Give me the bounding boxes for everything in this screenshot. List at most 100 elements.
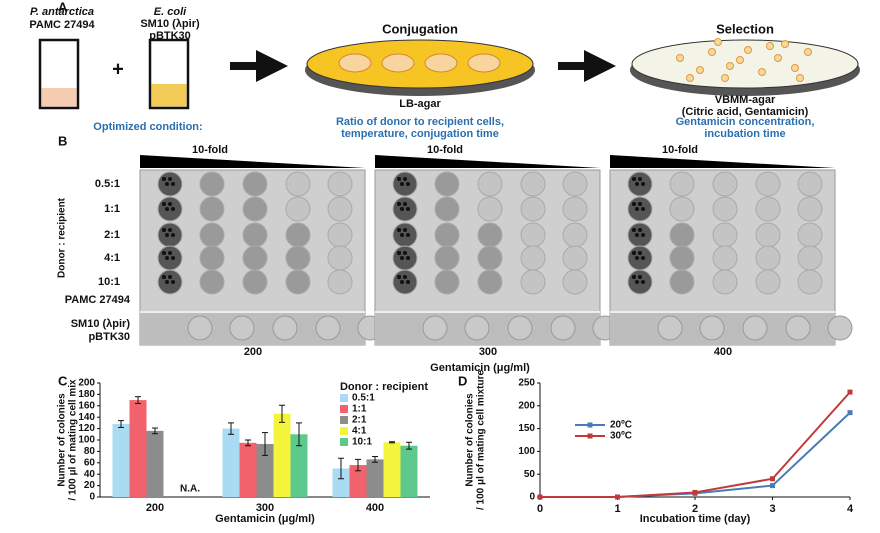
y-tick-label: 250 <box>518 378 535 389</box>
spot <box>562 171 588 197</box>
legend-label: 1:1 <box>352 404 367 415</box>
x-tick-label: 200 <box>146 502 164 514</box>
concentration-label: 200 <box>244 346 262 358</box>
spot <box>520 269 546 295</box>
x-axis-label: Gentamicin (μg/ml) <box>430 362 530 374</box>
spot <box>199 222 225 248</box>
colony-dot <box>403 202 407 206</box>
legend-swatch <box>340 427 348 435</box>
colony-dot <box>641 207 645 211</box>
annotation: N.A. <box>180 484 200 495</box>
colony <box>708 48 716 56</box>
y-tick-label: 80 <box>84 446 96 457</box>
spot <box>327 269 353 295</box>
colony <box>676 54 684 62</box>
strain-label: PAMC 27494 <box>29 19 95 31</box>
colony-dot <box>403 251 407 255</box>
y-tick-label: 100 <box>78 435 95 446</box>
spot <box>755 245 781 271</box>
spot <box>562 245 588 271</box>
x-tick-label: 4 <box>847 503 854 515</box>
colony-dot <box>171 182 175 186</box>
spot <box>285 171 311 197</box>
spot <box>477 196 503 222</box>
plate-photos: 10-fold 200 10-fold 300 10-fold 400 <box>139 144 853 358</box>
spot <box>797 196 823 222</box>
spot <box>627 269 653 295</box>
y-tick-label: 100 <box>518 446 535 457</box>
spot <box>338 53 372 73</box>
medium-label: LB-agar <box>399 98 441 110</box>
bar <box>400 445 418 497</box>
colony <box>726 62 734 70</box>
spot <box>712 171 738 197</box>
spot <box>627 245 653 271</box>
colony-dot <box>168 177 172 181</box>
spot <box>464 315 490 341</box>
colony-dot <box>165 233 169 237</box>
colony-dot <box>632 202 636 206</box>
y-tick-label: 200 <box>78 378 95 389</box>
row-label: 1:1 <box>104 203 120 215</box>
colony-dot <box>397 177 401 181</box>
y-axis-label: / 100 μl of mating cell mixture <box>476 370 487 510</box>
bar <box>383 442 401 497</box>
y-tick-label: 160 <box>78 400 95 411</box>
legend-swatch <box>340 394 348 402</box>
colony-dot <box>168 202 172 206</box>
spot <box>755 196 781 222</box>
row-label: SM10 (λpir) <box>71 318 131 330</box>
colony-dot <box>400 233 404 237</box>
tube-culture <box>41 88 77 107</box>
spot <box>669 196 695 222</box>
legend-swatch <box>340 438 348 446</box>
spot <box>477 245 503 271</box>
condition-text: incubation time <box>704 128 785 140</box>
step-title: Selection <box>716 21 774 36</box>
colony-dot <box>397 228 401 232</box>
colony-dot <box>638 228 642 232</box>
spot <box>627 222 653 248</box>
spot <box>669 245 695 271</box>
colony-dot <box>171 280 175 284</box>
y-tick-label: 200 <box>518 400 535 411</box>
colony-dot <box>635 207 639 211</box>
bar <box>349 465 367 497</box>
colony <box>804 48 812 56</box>
colony-dot <box>632 228 636 232</box>
marker <box>770 476 775 482</box>
colony-dot <box>168 251 172 255</box>
legend-swatch <box>340 416 348 424</box>
spot <box>315 315 341 341</box>
colony-dot <box>406 280 410 284</box>
spot <box>424 53 458 73</box>
spot <box>285 245 311 271</box>
spot <box>520 171 546 197</box>
colony-dot <box>403 228 407 232</box>
dilution-wedge <box>610 155 835 168</box>
colony-dot <box>403 177 407 181</box>
spot <box>712 245 738 271</box>
spot <box>712 222 738 248</box>
spot <box>157 171 183 197</box>
row-label: 10:1 <box>98 276 120 288</box>
y-tick-label: 40 <box>84 469 96 480</box>
colony-dot <box>406 207 410 211</box>
colony-dot <box>641 280 645 284</box>
colony-dot <box>162 228 166 232</box>
colony-dot <box>632 251 636 255</box>
colony-dot <box>168 228 172 232</box>
y-tick-label: 140 <box>78 412 95 423</box>
spot <box>229 315 255 341</box>
dilution-wedge <box>140 155 365 168</box>
colony-dot <box>165 280 169 284</box>
concentration-label: 300 <box>479 346 497 358</box>
y-tick-label: 150 <box>518 423 535 434</box>
spot <box>699 315 725 341</box>
spot <box>467 53 501 73</box>
colony-dot <box>638 275 642 279</box>
colony-dot <box>171 256 175 260</box>
colony-dot <box>406 182 410 186</box>
bar <box>239 442 257 497</box>
panel-label: B <box>58 133 67 148</box>
